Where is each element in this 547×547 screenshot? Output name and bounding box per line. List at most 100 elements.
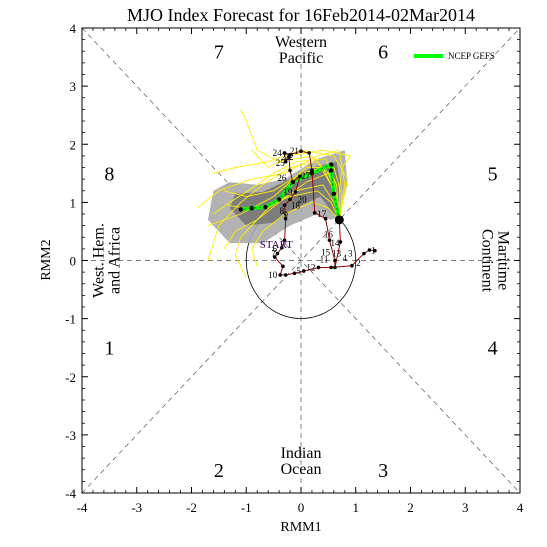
- legend: NCEP GEFS: [414, 51, 495, 61]
- region-label-line: Western: [275, 34, 327, 51]
- observed-point: [307, 151, 312, 155]
- day-label: 25: [276, 158, 286, 168]
- current-state-marker: [334, 215, 344, 225]
- region-label-line: and Africa: [107, 227, 124, 294]
- x-tick-label: -1: [241, 500, 252, 515]
- day-label: 1: [371, 246, 376, 256]
- phase-label-3: 3: [378, 460, 388, 482]
- observed-point: [329, 265, 333, 270]
- observed-point: [278, 273, 282, 277]
- day-label: 7: [271, 249, 276, 259]
- ensemble-member-line: [207, 161, 340, 261]
- observed-point: [290, 180, 295, 184]
- ensemble-member-line: [196, 149, 346, 220]
- ensemble-mean-point: [276, 197, 282, 202]
- day-label: 23: [281, 152, 291, 162]
- ensemble-mean-point: [238, 207, 243, 212]
- region-label-line: Maritime: [494, 231, 511, 291]
- y-tick-label: -2: [65, 370, 76, 385]
- x-tick-label: 3: [462, 500, 469, 515]
- day-label: 8: [280, 206, 285, 216]
- observed-point: [283, 159, 288, 164]
- observed-point: [282, 151, 287, 155]
- observed-point: [281, 264, 285, 269]
- phase-label-7: 7: [214, 41, 224, 63]
- observed-point: [338, 240, 343, 244]
- y-axis-label: RMM2: [39, 239, 54, 280]
- ensemble-member-line: [207, 167, 343, 227]
- y-tick-label: -3: [65, 428, 76, 443]
- ensemble-mean-point: [328, 162, 334, 167]
- region-label-line: Pacific: [279, 50, 323, 67]
- phase-label-2: 2: [214, 460, 224, 482]
- ensemble-mean-point: [328, 168, 334, 173]
- day-label: 20: [298, 194, 308, 204]
- day-label: 3: [348, 249, 353, 259]
- day-label: 10: [268, 270, 278, 280]
- observed-point: [333, 265, 337, 270]
- x-tick-label: 1: [353, 500, 360, 515]
- region-label: West. Hem. and Africa: [91, 223, 124, 298]
- day-label: 5: [296, 266, 301, 276]
- observed-point: [362, 251, 366, 256]
- x-tick-label: -4: [77, 500, 88, 515]
- day-label: 4: [343, 253, 348, 263]
- day-label: 9: [283, 210, 288, 220]
- ensemble-member-line: [251, 201, 340, 267]
- observed-point: [323, 216, 328, 221]
- observed-point: [350, 263, 354, 268]
- day-label: 26: [277, 173, 287, 183]
- y-tick-label: 2: [70, 137, 77, 152]
- x-axis-label: RMM1: [280, 520, 321, 535]
- observed-point: [272, 255, 277, 259]
- ensemble-mean-point: [263, 204, 268, 210]
- phase-label-8: 8: [104, 163, 114, 185]
- day-label: 22: [284, 152, 293, 162]
- chart-title: MJO Index Forecast for 16Feb2014-02Mar20…: [127, 5, 475, 25]
- x-tick-label: -3: [131, 500, 142, 515]
- observed-point: [293, 190, 298, 194]
- region-label-line: Indian: [281, 445, 322, 462]
- phase-label-6: 6: [378, 41, 388, 63]
- observed-point: [298, 174, 302, 179]
- start-label: START: [260, 239, 294, 251]
- observed-point: [327, 238, 332, 242]
- day-label: 27: [301, 171, 311, 181]
- observed-point: [312, 211, 317, 215]
- day-label: 12: [306, 262, 315, 272]
- day-label: 17: [317, 209, 327, 219]
- y-tick-label: -1: [65, 312, 76, 327]
- observed-point: [288, 152, 292, 157]
- phase-label-1: 1: [104, 338, 114, 360]
- observed-point: [280, 245, 284, 250]
- x-tick-label: 2: [407, 500, 414, 515]
- day-label: 2: [356, 258, 361, 268]
- observed-point: [283, 216, 288, 221]
- day-label: 6: [272, 244, 277, 254]
- day-label: 13: [332, 249, 342, 259]
- observed-point: [288, 168, 292, 173]
- day-label: 15: [321, 247, 331, 257]
- legend-label: NCEP GEFS: [448, 51, 495, 61]
- x-tick-label: -2: [186, 500, 197, 515]
- region-label-line: Ocean: [281, 461, 322, 478]
- day-label: 14: [330, 238, 340, 248]
- region-label-line: Continent: [478, 229, 495, 293]
- observed-point: [292, 271, 297, 276]
- phase-label-4: 4: [488, 338, 498, 360]
- observed-point: [373, 248, 377, 253]
- observed-point: [367, 248, 372, 252]
- y-tick-label: 0: [70, 254, 77, 269]
- observed-point: [282, 238, 287, 242]
- observed-point: [299, 149, 303, 154]
- observed-point: [316, 265, 321, 270]
- observed-point: [282, 203, 287, 208]
- observed-point: [283, 273, 288, 277]
- x-tick-label: 4: [517, 500, 524, 515]
- day-label: 18: [291, 200, 301, 210]
- ensemble-mean-point: [331, 191, 337, 196]
